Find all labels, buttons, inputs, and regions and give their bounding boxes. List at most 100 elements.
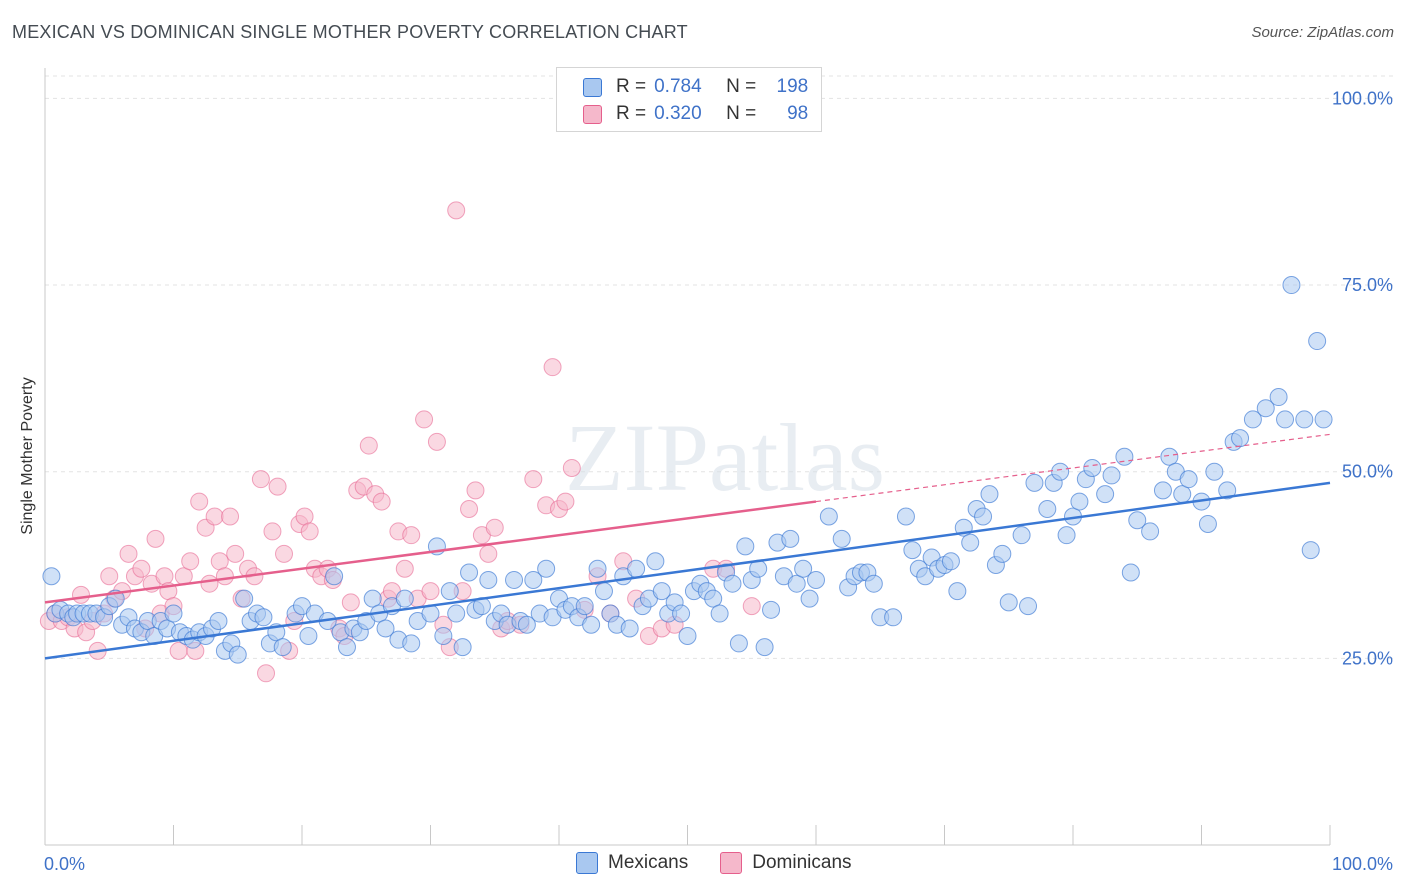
mexicans-point bbox=[164, 604, 183, 623]
dominicans-point bbox=[421, 582, 440, 601]
legend-label-dominicans: Dominicans bbox=[752, 852, 852, 873]
y-tick-label: 25.0% bbox=[1342, 648, 1393, 668]
mexicans-point bbox=[363, 589, 382, 608]
chart-title: MEXICAN VS DOMINICAN SINGLE MOTHER POVER… bbox=[12, 22, 688, 42]
mexicans-point bbox=[1308, 332, 1327, 351]
mexicans-point bbox=[980, 485, 999, 504]
mexicans-point bbox=[864, 574, 883, 593]
mexicans-point bbox=[1019, 597, 1038, 616]
mexicans-point bbox=[787, 574, 806, 593]
dominicans-point bbox=[359, 436, 378, 455]
dominicans-point bbox=[221, 507, 240, 526]
mexicans-point bbox=[1115, 447, 1134, 466]
y-tick-label: 100.0% bbox=[1332, 88, 1393, 108]
mexicans-point bbox=[781, 529, 800, 548]
dominicans-point bbox=[132, 559, 151, 578]
dominicans-point bbox=[71, 585, 90, 604]
dominicans-point bbox=[226, 544, 245, 563]
mexicans-point bbox=[582, 615, 601, 634]
mexicans-point bbox=[1057, 526, 1076, 545]
mexicans-point bbox=[941, 552, 960, 571]
mexicans-point bbox=[228, 645, 247, 664]
mexicans-point bbox=[1128, 511, 1147, 530]
dominicans-trend-line bbox=[44, 500, 817, 604]
mexicans-point bbox=[1256, 399, 1275, 418]
mexicans-point bbox=[1295, 410, 1314, 429]
mexicans-point bbox=[209, 612, 228, 631]
mexicans-point bbox=[729, 634, 748, 653]
mexicans-point bbox=[1276, 410, 1295, 429]
mexicans-point bbox=[1070, 492, 1089, 511]
dominicans-point bbox=[524, 470, 543, 489]
legend-label-mexicans: Mexicans bbox=[608, 852, 689, 873]
mexicans-point bbox=[678, 626, 697, 645]
mexicans-point bbox=[1282, 276, 1301, 295]
dominicans-point bbox=[341, 593, 360, 612]
dominicans-point bbox=[427, 432, 446, 451]
mexicans-point bbox=[42, 567, 61, 586]
mexicans-point bbox=[1102, 466, 1121, 485]
mexicans-point bbox=[807, 570, 825, 589]
mexicans-point bbox=[974, 507, 993, 526]
mexicans-point bbox=[652, 582, 671, 601]
mexicans-point bbox=[672, 604, 691, 623]
mexicans-point bbox=[453, 638, 472, 657]
r-label: R = bbox=[616, 103, 647, 124]
source-label: Source: ZipAtlas.com bbox=[1251, 24, 1394, 41]
mexicans-point bbox=[1160, 447, 1179, 466]
mexicans-point bbox=[235, 589, 254, 608]
mexicans-point bbox=[1205, 462, 1224, 481]
dominicans-point bbox=[402, 526, 421, 545]
mexicans-points bbox=[42, 276, 1333, 664]
mexicans-point bbox=[800, 589, 819, 608]
dominicans-point bbox=[372, 492, 391, 511]
dominicans-point bbox=[742, 597, 761, 616]
legend-item-mexicans: Mexicans bbox=[576, 852, 688, 874]
series-legend: Mexicans Dominicans bbox=[576, 852, 884, 874]
dominicans-point bbox=[215, 567, 234, 586]
dominicans-point bbox=[415, 410, 434, 429]
mexicans-point bbox=[755, 638, 774, 657]
dominicans-point bbox=[275, 544, 294, 563]
dominicans-point bbox=[395, 559, 414, 578]
pink-swatch bbox=[583, 104, 602, 124]
dominicans-point bbox=[543, 358, 562, 377]
mexicans-point bbox=[710, 604, 729, 623]
mexicans-point bbox=[479, 570, 498, 589]
mexicans-point bbox=[440, 582, 459, 601]
mexicans-point bbox=[1051, 462, 1070, 481]
dominicans-point bbox=[190, 492, 209, 511]
n-value: 198 bbox=[776, 76, 809, 97]
watermark: ZIPatlas bbox=[565, 404, 885, 511]
mexicans-point bbox=[1314, 410, 1333, 429]
mexicans-point bbox=[1141, 522, 1160, 541]
dominicans-point bbox=[200, 574, 219, 593]
dominicans-point bbox=[485, 518, 504, 537]
mexicans-point bbox=[794, 559, 813, 578]
mexicans-point bbox=[594, 582, 613, 601]
dominicans-point bbox=[146, 529, 165, 548]
mexicans-point bbox=[993, 544, 1012, 563]
dominicans-point bbox=[556, 492, 575, 511]
mexicans-point bbox=[948, 582, 967, 601]
dominicans-point bbox=[460, 500, 479, 519]
mexicans-point bbox=[537, 559, 556, 578]
mexicans-point bbox=[999, 593, 1018, 612]
mexicans-point bbox=[896, 507, 915, 526]
dominicans-point bbox=[119, 544, 138, 563]
dominicans-point bbox=[169, 641, 188, 660]
mexicans-point bbox=[646, 552, 665, 571]
mexicans-point bbox=[819, 507, 838, 526]
dominicans-trend-extension bbox=[815, 433, 1331, 503]
mexicans-point bbox=[1179, 470, 1198, 489]
mexicans-point bbox=[1153, 481, 1172, 500]
mexicans-point bbox=[395, 589, 414, 608]
legend-row-mexicans: R = 0.784 N = 198 bbox=[583, 75, 808, 99]
mexicans-point bbox=[524, 570, 543, 589]
mexicans-point bbox=[1269, 388, 1288, 407]
dominicans-point bbox=[210, 552, 229, 571]
mexicans-point bbox=[1198, 514, 1217, 533]
mexicans-point bbox=[903, 541, 922, 560]
mexicans-point bbox=[588, 559, 607, 578]
